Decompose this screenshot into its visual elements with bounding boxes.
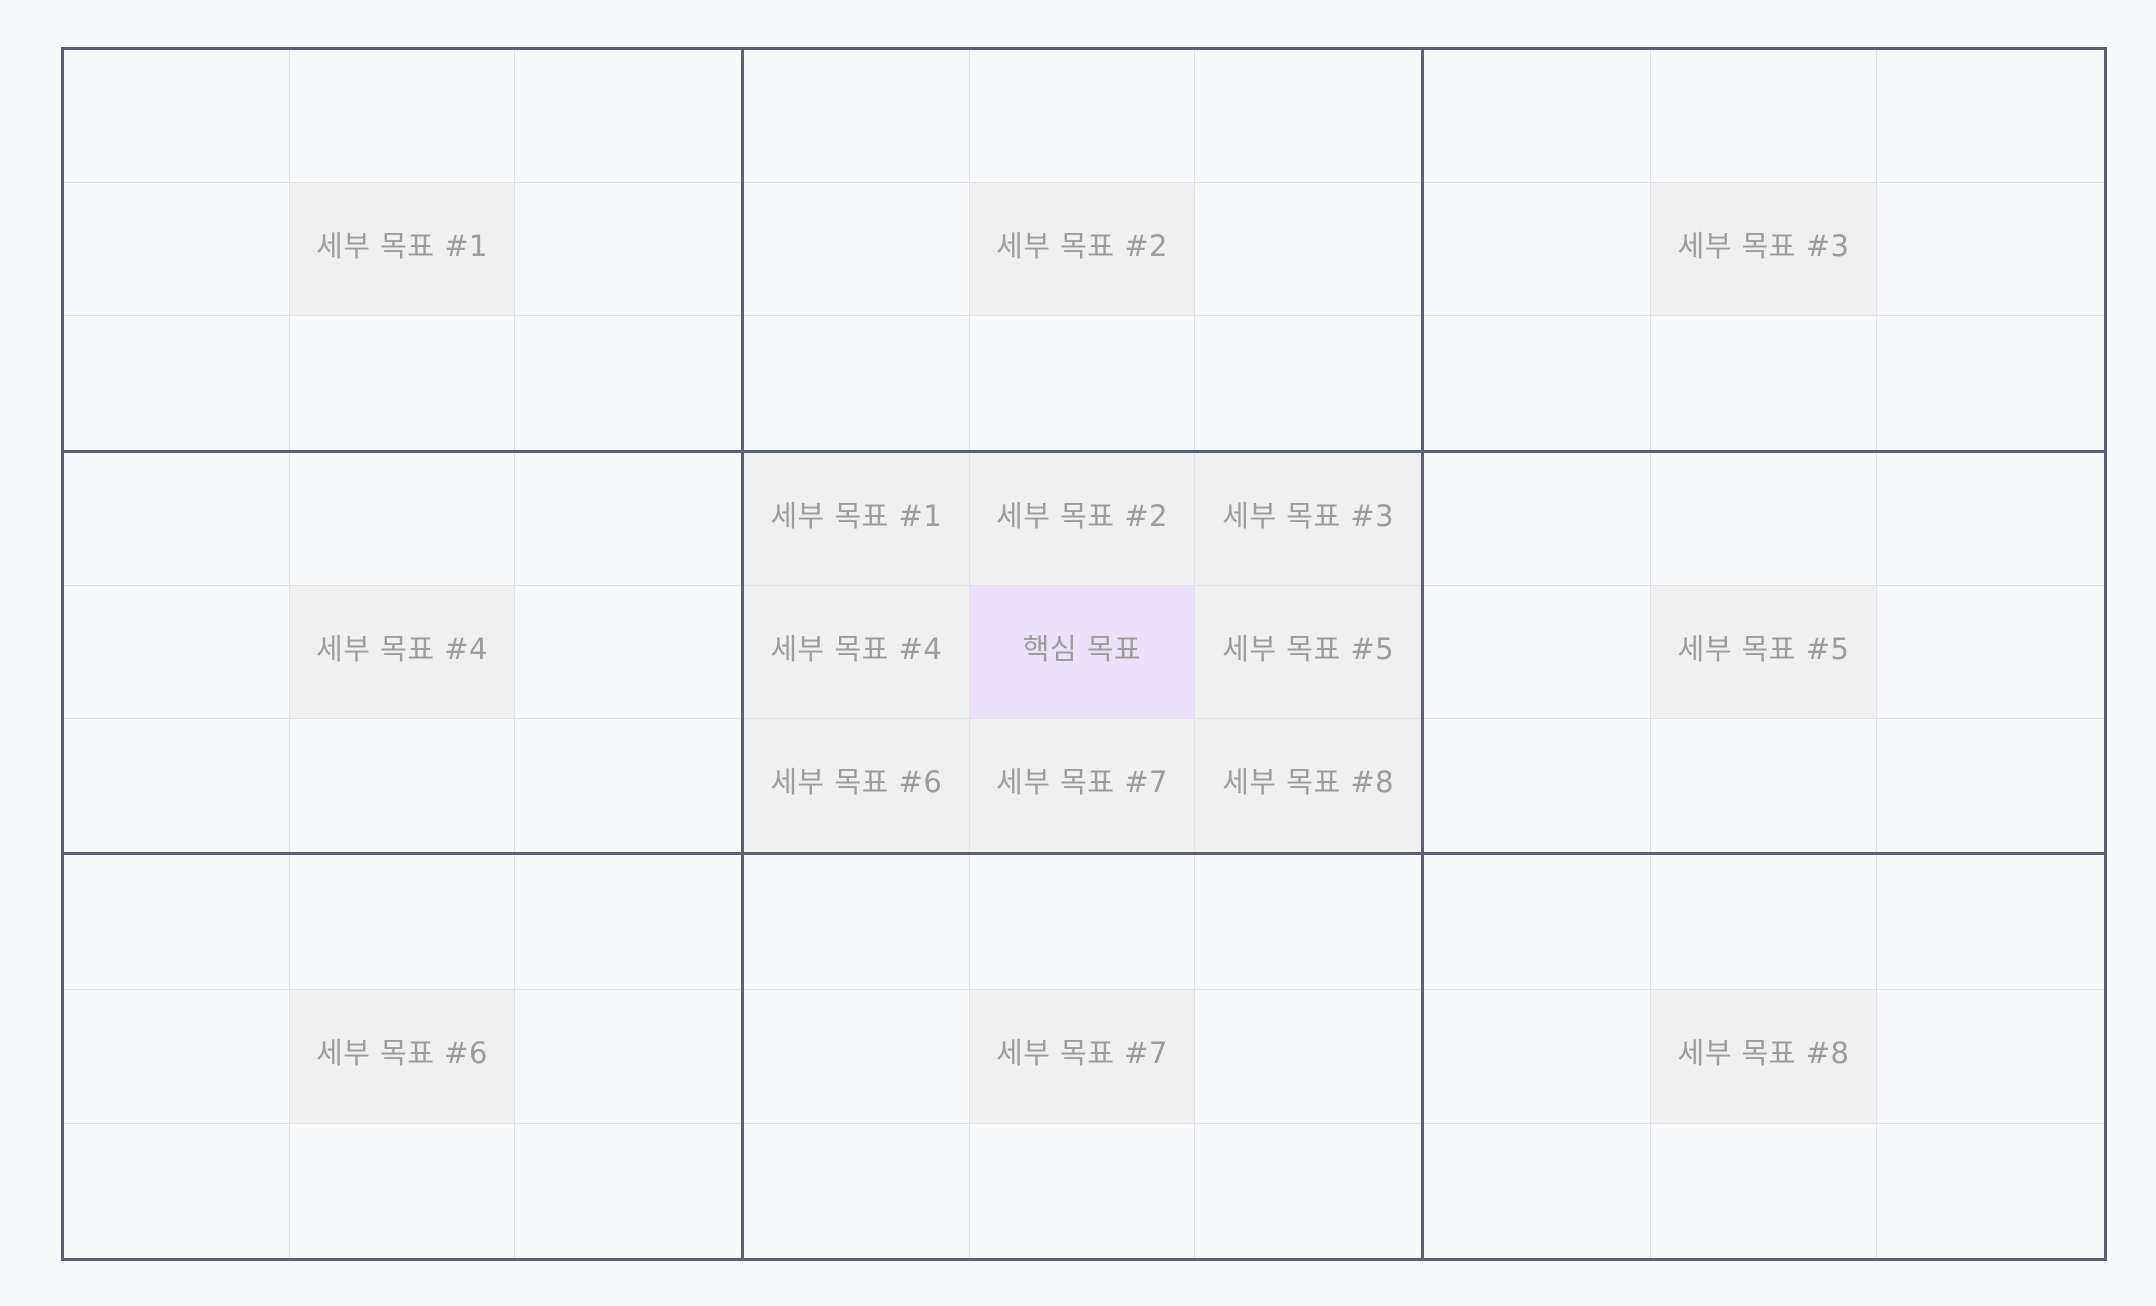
- action-cell[interactable]: [1424, 183, 1651, 317]
- core-goal-cell[interactable]: 핵심 목표: [969, 585, 1196, 720]
- action-cell[interactable]: [1651, 316, 1878, 450]
- action-cell[interactable]: [1877, 586, 2104, 720]
- action-cell[interactable]: [1650, 452, 1878, 586]
- action-cell[interactable]: [744, 50, 970, 184]
- center-sub-goal-cell-1[interactable]: 세부 목표 #1: [744, 452, 970, 586]
- sub-goal-block-6: 세부 목표 #6: [64, 855, 744, 1258]
- action-cell[interactable]: [1651, 1123, 1878, 1258]
- center-sub-goal-cell-3[interactable]: 세부 목표 #3: [1195, 452, 1421, 586]
- action-cell[interactable]: [1424, 50, 1651, 184]
- center-sub-goal-cell-8[interactable]: 세부 목표 #8: [1195, 719, 1421, 853]
- action-cell[interactable]: [64, 585, 290, 720]
- action-cell[interactable]: [1195, 50, 1421, 184]
- action-cell[interactable]: [64, 316, 290, 450]
- sub-goal-block-5: 세부 목표 #5: [1424, 452, 2104, 856]
- action-cell[interactable]: [64, 452, 290, 586]
- action-cell[interactable]: [1877, 855, 2104, 990]
- action-cell[interactable]: [290, 1123, 516, 1258]
- action-cell[interactable]: [64, 719, 290, 853]
- action-cell[interactable]: [1195, 990, 1421, 1124]
- action-cell[interactable]: [744, 1123, 970, 1258]
- action-cell[interactable]: [290, 719, 516, 853]
- action-cell[interactable]: [290, 316, 516, 450]
- action-cell[interactable]: [1424, 719, 1651, 853]
- block-sub-goal-cell-5[interactable]: 세부 목표 #5: [1650, 585, 1878, 720]
- action-cell[interactable]: [64, 183, 290, 317]
- center-sub-goal-cell-4[interactable]: 세부 목표 #4: [744, 585, 970, 720]
- action-cell[interactable]: [289, 855, 516, 990]
- action-cell[interactable]: [970, 316, 1196, 450]
- action-cell[interactable]: [1424, 989, 1651, 1124]
- sub-goal-block-2: 세부 목표 #2: [744, 50, 1424, 453]
- action-cell[interactable]: [1195, 183, 1421, 317]
- action-cell[interactable]: [744, 989, 970, 1124]
- action-cell[interactable]: [289, 452, 516, 586]
- sub-goal-block-4: 세부 목표 #4: [64, 452, 744, 856]
- block-sub-goal-cell-3[interactable]: 세부 목표 #3: [1650, 183, 1878, 317]
- block-sub-goal-cell-8[interactable]: 세부 목표 #8: [1650, 989, 1878, 1124]
- action-cell[interactable]: [64, 50, 290, 184]
- action-cell[interactable]: [515, 586, 741, 720]
- mandalart-board: 세부 목표 #1 세부 목표 #2 세부 목표 #3 세부 목표 #4 세부 목표 #1…: [61, 47, 2107, 1261]
- action-cell[interactable]: [515, 719, 741, 852]
- center-sub-goal-cell-2[interactable]: 세부 목표 #2: [969, 452, 1196, 586]
- action-cell[interactable]: [1877, 183, 2104, 317]
- action-cell[interactable]: [1877, 990, 2104, 1124]
- action-cell[interactable]: [515, 453, 741, 586]
- block-sub-goal-cell-1[interactable]: 세부 목표 #1: [289, 183, 516, 317]
- block-sub-goal-cell-2[interactable]: 세부 목표 #2: [969, 183, 1196, 317]
- core-goal-block: 세부 목표 #1 세부 목표 #2 세부 목표 #3 세부 목표 #4 핵심 목표 세부 …: [744, 452, 1424, 856]
- action-cell[interactable]: [1424, 316, 1651, 450]
- action-cell[interactable]: [1651, 719, 1878, 853]
- sub-goal-block-3: 세부 목표 #3: [1424, 50, 2104, 453]
- center-sub-goal-cell-5[interactable]: 세부 목표 #5: [1195, 585, 1421, 720]
- action-cell[interactable]: [64, 989, 290, 1124]
- action-cell[interactable]: [969, 855, 1196, 990]
- action-cell[interactable]: [1877, 719, 2104, 852]
- action-cell[interactable]: [1877, 50, 2104, 184]
- action-cell[interactable]: [970, 1123, 1196, 1258]
- action-cell[interactable]: [1195, 316, 1421, 449]
- action-cell[interactable]: [1424, 1123, 1651, 1258]
- block-sub-goal-cell-4[interactable]: 세부 목표 #4: [289, 585, 516, 720]
- action-cell[interactable]: [289, 50, 516, 184]
- action-cell[interactable]: [1877, 1124, 2104, 1258]
- center-sub-goal-cell-6[interactable]: 세부 목표 #6: [744, 719, 970, 853]
- action-cell[interactable]: [515, 50, 741, 184]
- action-cell[interactable]: [1195, 1124, 1421, 1258]
- block-sub-goal-cell-6[interactable]: 세부 목표 #6: [289, 989, 516, 1124]
- action-cell[interactable]: [1195, 855, 1421, 990]
- sub-goal-block-8: 세부 목표 #8: [1424, 855, 2104, 1258]
- action-cell[interactable]: [515, 1124, 741, 1258]
- action-cell[interactable]: [1877, 316, 2104, 449]
- action-cell[interactable]: [64, 855, 290, 990]
- sub-goal-block-7: 세부 목표 #7: [744, 855, 1424, 1258]
- action-cell[interactable]: [1650, 855, 1878, 990]
- action-cell[interactable]: [744, 183, 970, 317]
- center-sub-goal-cell-7[interactable]: 세부 목표 #7: [969, 719, 1196, 853]
- action-cell[interactable]: [1877, 453, 2104, 586]
- action-cell[interactable]: [64, 1123, 290, 1258]
- action-cell[interactable]: [515, 183, 741, 317]
- action-cell[interactable]: [1424, 452, 1651, 586]
- action-cell[interactable]: [744, 855, 970, 990]
- sub-goal-block-1: 세부 목표 #1: [64, 50, 744, 453]
- action-cell[interactable]: [969, 50, 1196, 184]
- action-cell[interactable]: [1424, 855, 1651, 990]
- action-cell[interactable]: [1650, 50, 1878, 184]
- action-cell[interactable]: [515, 855, 741, 990]
- action-cell[interactable]: [515, 990, 741, 1124]
- action-cell[interactable]: [1424, 585, 1651, 720]
- action-cell[interactable]: [744, 316, 970, 450]
- block-sub-goal-cell-7[interactable]: 세부 목표 #7: [969, 989, 1196, 1124]
- action-cell[interactable]: [515, 316, 741, 449]
